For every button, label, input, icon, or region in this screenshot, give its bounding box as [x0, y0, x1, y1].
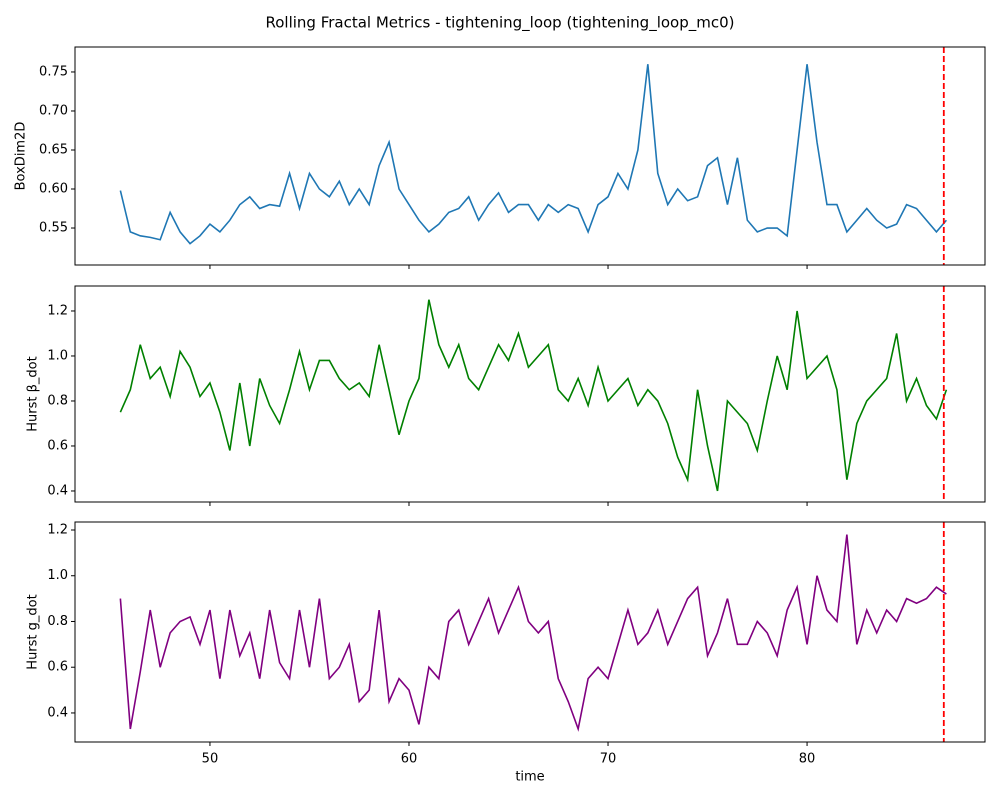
y-tick-label: 0.4 [47, 705, 68, 720]
x-tick-label: 70 [600, 752, 617, 767]
data-line [119, 64, 947, 245]
data-line [119, 299, 948, 492]
y-tick-label: 0.55 [39, 221, 68, 236]
y-tick-label: 0.4 [47, 483, 68, 498]
plot-frame [74, 46, 986, 266]
plot-frame [74, 285, 986, 503]
y-axis-label: Hurst β_dot [26, 356, 41, 431]
y-tick-label: 1.0 [47, 348, 68, 363]
data-line [119, 534, 947, 732]
y-tick-label: 0.75 [39, 64, 68, 79]
y-tick-label: 0.8 [47, 393, 68, 408]
y-tick-label: 0.70 [39, 103, 68, 118]
subplot: 0.4 0.6 0.8 1.0 1.2 Hurst β_dot [26, 285, 986, 506]
y-tick-label: 0.60 [39, 182, 68, 197]
plot-frame [74, 521, 986, 743]
figure-title: Rolling Fractal Metrics - tightening_loo… [265, 14, 734, 33]
y-tick-label: 1.2 [47, 523, 68, 538]
y-tick-label: 1.0 [47, 568, 68, 583]
x-tick-label: 50 [202, 752, 219, 767]
subplot: 0.55 0.60 0.65 0.70 0.75 BoxDim2D [14, 46, 986, 269]
x-tick-label: 60 [401, 752, 418, 767]
y-axis-label: Hurst g_dot [26, 594, 41, 669]
y-tick-label: 0.8 [47, 614, 68, 629]
y-tick-label: 1.2 [47, 303, 68, 318]
y-tick-label: 0.65 [39, 142, 68, 157]
y-tick-label: 0.6 [47, 660, 68, 675]
x-axis-label: time [515, 770, 544, 785]
y-axis-label: BoxDim2D [14, 122, 29, 191]
y-tick-label: 0.6 [47, 438, 68, 453]
x-tick-label: 80 [799, 752, 816, 767]
